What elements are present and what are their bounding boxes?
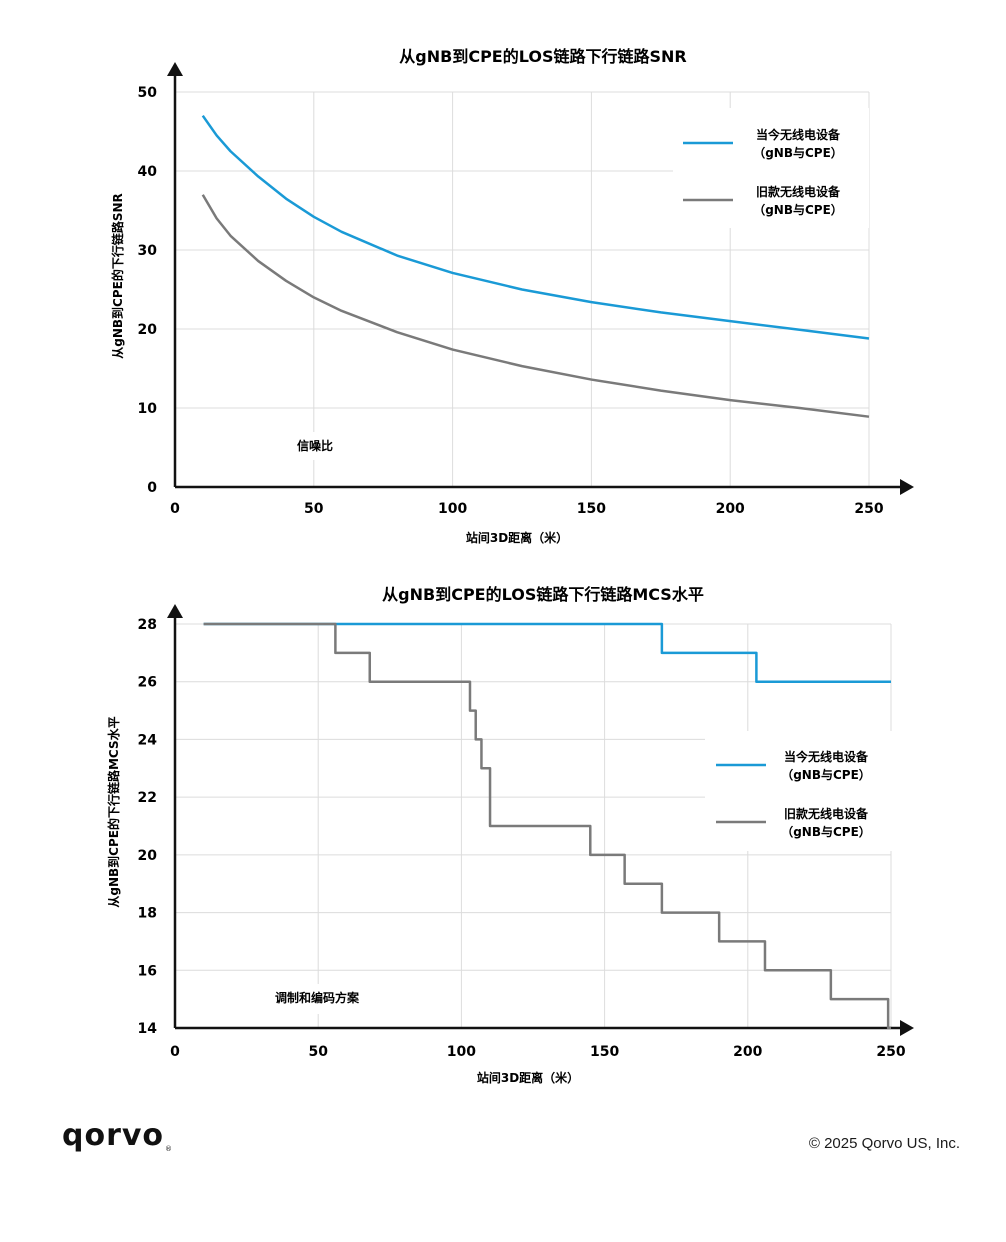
- legend-label: 旧款无线电设备: [756, 184, 841, 199]
- logo-registered-mark: ®: [165, 1145, 174, 1153]
- x-tick-label: 200: [733, 1044, 762, 1060]
- y-tick-label: 20: [138, 848, 158, 864]
- y-tick-label: 40: [138, 164, 158, 180]
- x-tick-label: 100: [438, 501, 467, 517]
- y-tick-label: 16: [138, 963, 157, 979]
- annotation-background: [285, 432, 345, 460]
- x-axis-arrow: [900, 1020, 914, 1036]
- y-axis-arrow: [167, 62, 183, 76]
- x-tick-label: 100: [447, 1044, 476, 1060]
- legend-label: 当今无线电设备: [784, 749, 869, 764]
- chart-annotation: 信噪比: [297, 438, 333, 453]
- x-axis-arrow: [900, 479, 914, 495]
- series-line-legacy-radio: [201, 194, 870, 418]
- annotation-background: [258, 984, 376, 1014]
- series-line-current-radio: [201, 114, 870, 340]
- chart-annotation: 调制和编码方案: [275, 990, 360, 1005]
- x-axis-label: 站间3D距离（米）: [477, 1070, 579, 1085]
- y-tick-label: 50: [138, 85, 158, 101]
- x-tick-label: 0: [170, 501, 180, 517]
- qorvo-logo: qorvo®: [62, 1118, 173, 1153]
- x-axis-label: 站间3D距离（米）: [466, 530, 568, 545]
- legend-background: [673, 108, 869, 228]
- chart-title: 从gNB到CPE的LOS链路下行链路MCS水平: [382, 585, 704, 604]
- legend-label-sub: （gNB与CPE）: [753, 202, 843, 217]
- legend-label-sub: （gNB与CPE）: [753, 145, 843, 160]
- legend-label: 旧款无线电设备: [784, 806, 869, 821]
- legend-label-sub: （gNB与CPE）: [781, 767, 871, 782]
- chart-title: 从gNB到CPE的LOS链路下行链路SNR: [399, 47, 686, 66]
- y-tick-label: 26: [138, 675, 157, 691]
- y-tick-label: 24: [138, 732, 158, 748]
- series-line-current-radio: [203, 622, 891, 683]
- chart-1: 0 50 100 150 200 250 0 10 20 30 40 50 从gNB到CPE的LOS链路…: [110, 47, 914, 545]
- y-axis-arrow: [167, 604, 183, 618]
- x-tick-label: 250: [876, 1044, 905, 1060]
- y-tick-label: 14: [138, 1021, 158, 1037]
- y-axis-label: 从gNB到CPE的下行链路SNR: [110, 193, 125, 359]
- x-tick-label: 50: [308, 1044, 328, 1060]
- series-line-legacy-radio: [203, 622, 891, 1030]
- y-tick-label: 20: [138, 322, 158, 338]
- x-tick-label: 150: [590, 1044, 619, 1060]
- y-tick-label: 10: [138, 401, 158, 417]
- legend-label: 当今无线电设备: [756, 127, 841, 142]
- x-tick-label: 50: [304, 501, 324, 517]
- x-tick-label: 250: [854, 501, 883, 517]
- y-tick-label: 22: [138, 790, 157, 806]
- logo-text: qorvo: [62, 1118, 165, 1153]
- y-axis-label: 从gNB到CPE的下行链路MCS水平: [106, 716, 121, 907]
- chart-2: 0 50 100 150 200 250 14 16 18 20 22 24 26 28 从gNB到CPE的…: [106, 585, 914, 1085]
- legend-label-sub: （gNB与CPE）: [781, 824, 871, 839]
- y-tick-label: 28: [138, 617, 157, 633]
- x-tick-label: 150: [577, 501, 606, 517]
- copyright-text: © 2025 Qorvo US, Inc.: [808, 1135, 960, 1152]
- x-tick-label: 200: [716, 501, 745, 517]
- y-tick-label: 30: [138, 243, 158, 259]
- y-tick-label: 18: [138, 906, 157, 922]
- y-tick-label: 0: [147, 480, 157, 496]
- legend-background: [705, 731, 895, 851]
- x-tick-label: 0: [170, 1044, 180, 1060]
